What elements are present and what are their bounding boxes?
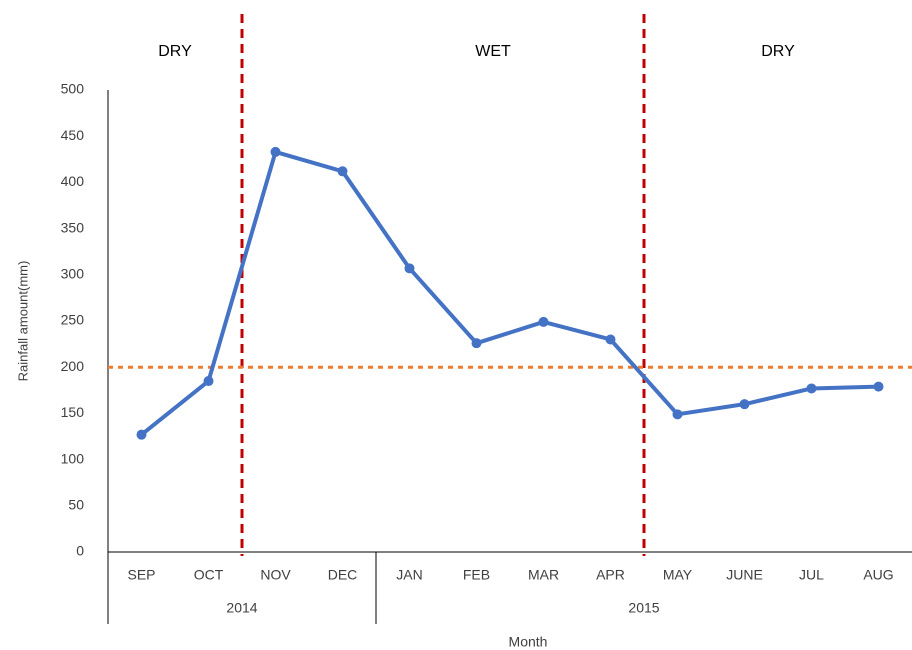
x-tick-label: AUG (863, 567, 893, 583)
x-tick-label: NOV (260, 567, 291, 583)
data-point (538, 316, 549, 327)
x-axis-label: Month (509, 634, 548, 650)
x-tick-label: OCT (194, 567, 224, 583)
x-tick-label: SEP (127, 567, 155, 583)
season-label: DRY (761, 43, 795, 60)
data-point (605, 334, 616, 345)
data-point (672, 409, 683, 420)
y-tick-label: 250 (61, 312, 85, 328)
x-tick-label: FEB (463, 567, 490, 583)
season-label: DRY (158, 43, 192, 60)
x-tick-label: MAY (663, 567, 693, 583)
x-tick-label: MAR (528, 567, 559, 583)
year-label: 2015 (628, 600, 659, 616)
x-tick-label: JUNE (726, 567, 763, 583)
x-tick-label: JUL (799, 567, 824, 583)
y-axis-label: Rainfall amount(mm) (15, 261, 30, 382)
year-label: 2014 (226, 600, 257, 616)
y-tick-label: 0 (76, 543, 84, 559)
season-label: WET (475, 43, 511, 60)
x-tick-label: JAN (396, 567, 422, 583)
data-point (471, 338, 482, 349)
y-tick-label: 100 (61, 450, 85, 466)
y-tick-label: 450 (61, 127, 85, 143)
data-line (140, 149, 879, 437)
data-point (739, 399, 750, 410)
data-point (270, 146, 281, 157)
y-tick-label: 500 (61, 81, 85, 97)
x-tick-label: DEC (328, 567, 358, 583)
data-point (806, 383, 817, 394)
data-point (136, 429, 147, 440)
y-tick-label: 50 (68, 497, 84, 513)
x-tick-label: APR (596, 567, 625, 583)
data-point (404, 263, 415, 274)
data-point (873, 381, 884, 392)
data-point (337, 166, 348, 177)
y-tick-label: 350 (61, 219, 85, 235)
y-tick-label: 400 (61, 173, 85, 189)
y-tick-label: 300 (61, 266, 85, 282)
y-tick-label: 200 (61, 358, 85, 374)
data-point (203, 376, 214, 387)
y-tick-label: 150 (61, 404, 85, 420)
